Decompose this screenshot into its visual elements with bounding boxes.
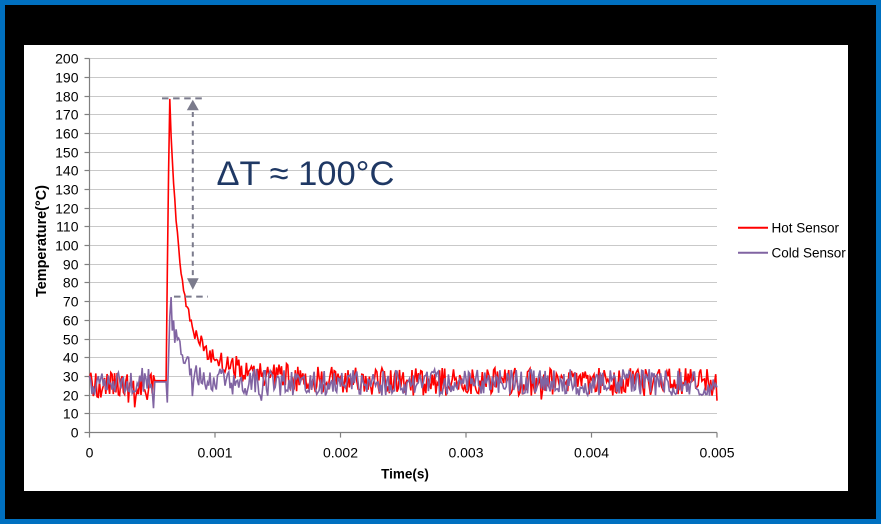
svg-text:0.003: 0.003: [448, 445, 483, 461]
svg-text:Time(s): Time(s): [381, 467, 429, 482]
svg-text:170: 170: [55, 107, 79, 123]
svg-text:Temperature(°C): Temperature(°C): [34, 185, 50, 297]
svg-text:0: 0: [86, 445, 94, 461]
svg-text:70: 70: [63, 294, 79, 310]
svg-text:180: 180: [55, 89, 79, 105]
svg-text:0.001: 0.001: [197, 445, 232, 461]
svg-text:30: 30: [63, 369, 79, 385]
svg-text:110: 110: [56, 219, 79, 235]
svg-text:0.005: 0.005: [699, 445, 734, 461]
svg-text:140: 140: [55, 163, 79, 179]
svg-text:120: 120: [55, 201, 79, 217]
svg-text:130: 130: [55, 182, 79, 198]
svg-text:200: 200: [55, 51, 79, 67]
svg-text:90: 90: [63, 257, 79, 273]
svg-text:10: 10: [63, 406, 79, 422]
svg-text:50: 50: [63, 332, 79, 348]
svg-text:ΔT ≈ 100°C: ΔT ≈ 100°C: [217, 155, 395, 193]
svg-text:190: 190: [55, 70, 79, 86]
svg-text:0.004: 0.004: [574, 445, 609, 461]
svg-text:0: 0: [71, 425, 79, 441]
svg-text:0.002: 0.002: [323, 445, 358, 461]
svg-text:40: 40: [63, 350, 79, 366]
svg-text:Cold Sensor: Cold Sensor: [772, 246, 847, 261]
svg-text:20: 20: [63, 388, 79, 404]
svg-text:150: 150: [55, 145, 79, 161]
svg-text:60: 60: [63, 313, 79, 329]
svg-text:160: 160: [55, 126, 79, 142]
svg-text:80: 80: [63, 275, 79, 291]
svg-text:Hot Sensor: Hot Sensor: [772, 221, 840, 236]
svg-text:100: 100: [55, 238, 79, 254]
